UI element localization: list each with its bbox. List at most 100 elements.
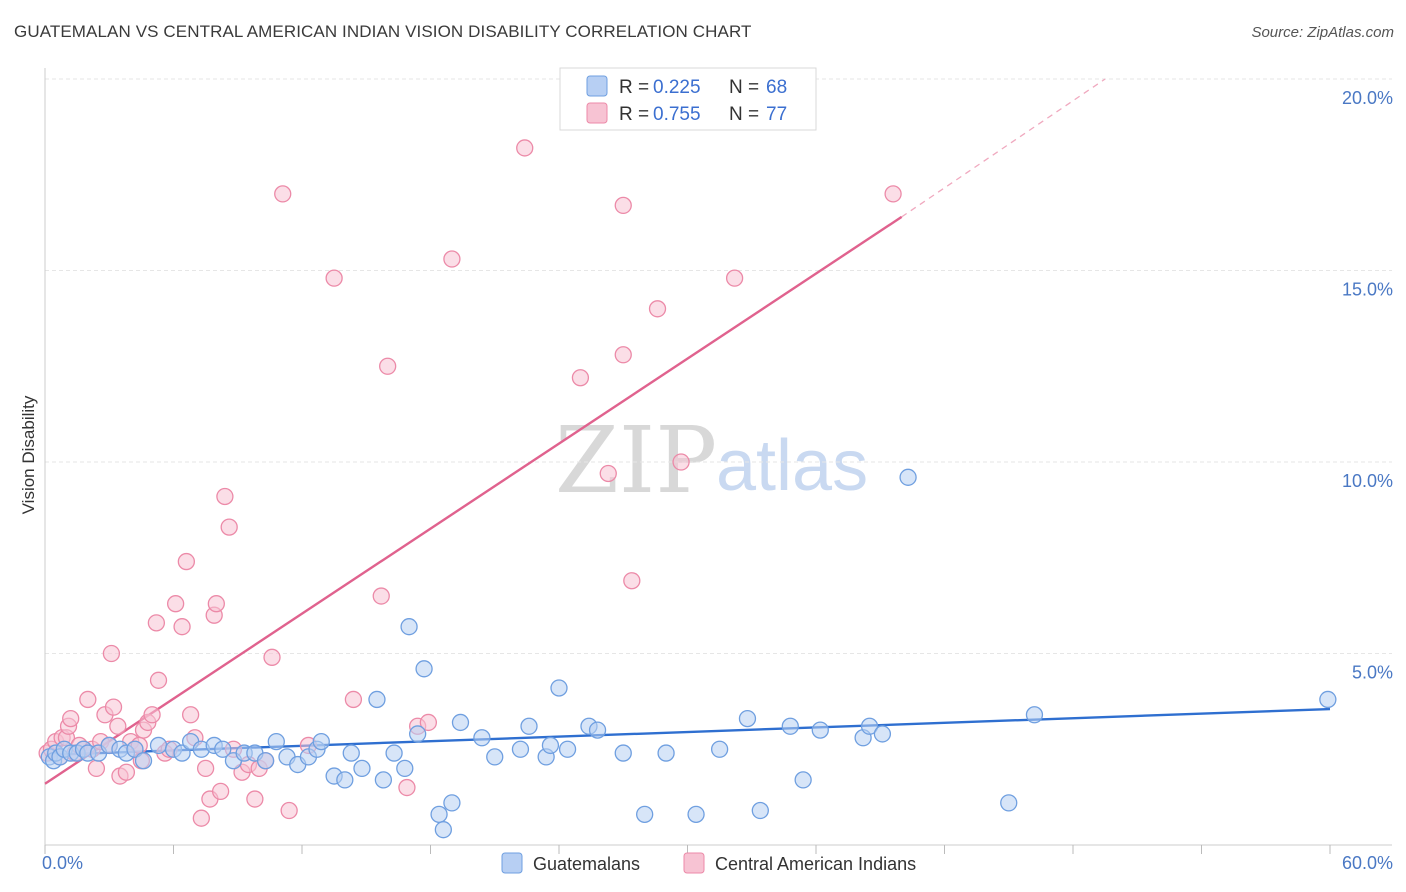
bottom-legend-swatch-guatemalans — [501, 852, 523, 874]
y-tick-labels: 5.0% 10.0% 15.0% 20.0% — [1342, 88, 1393, 683]
point-s1-39 — [196, 759, 215, 778]
point-s1-71 — [672, 453, 690, 471]
point-s0-33 — [336, 771, 354, 789]
legend-swatch-central-american-indians — [586, 102, 608, 124]
point-s1-33 — [166, 595, 185, 613]
point-s0-40 — [400, 618, 418, 636]
point-s0-36 — [368, 690, 386, 709]
legend-n-value-2: 77 — [766, 104, 787, 125]
point-s1-11 — [79, 690, 97, 709]
point-s0-45 — [443, 794, 461, 812]
point-s1-17 — [102, 644, 121, 663]
trend-line-central-american-indians — [44, 215, 903, 785]
legend-r-label-1: R = — [619, 77, 649, 98]
point-s1-69 — [623, 572, 641, 590]
point-s1-60 — [398, 778, 416, 797]
axes — [44, 68, 1392, 854]
point-s0-34 — [342, 744, 360, 762]
point-s0-48 — [486, 748, 504, 766]
point-s1-19 — [109, 717, 127, 735]
point-s1-38 — [192, 809, 210, 827]
legend-n-label-1: N = — [729, 77, 759, 98]
point-s0-72 — [1025, 706, 1044, 724]
point-s0-70 — [899, 468, 917, 486]
source-label: Source: ZipAtlas.com — [1251, 24, 1394, 41]
bottom-legend-label-central-american-indians: Central American Indians — [715, 854, 916, 874]
point-s1-70 — [648, 300, 667, 318]
point-s0-44 — [434, 821, 453, 839]
point-s0-62 — [738, 709, 757, 728]
point-s0-38 — [385, 744, 403, 762]
point-s0-73 — [1319, 690, 1337, 709]
point-s1-52 — [263, 648, 281, 666]
point-s1-44 — [216, 487, 234, 506]
point-s1-49 — [246, 790, 264, 808]
point-s1-72 — [725, 269, 744, 287]
point-s0-47 — [473, 729, 491, 747]
point-s1-59 — [379, 357, 397, 375]
point-s0-46 — [451, 713, 470, 732]
point-s1-45 — [220, 518, 238, 536]
grid-lines — [45, 78, 1392, 654]
point-s1-62 — [419, 713, 438, 732]
x-tick-labels: 0.0% 60.0% — [42, 853, 1393, 873]
point-s0-52 — [541, 736, 560, 755]
point-s0-21 — [214, 740, 232, 758]
point-s0-14 — [134, 752, 153, 770]
stats-legend: R = 0.225 N = 68 R = 0.755 N = 77 — [559, 67, 817, 131]
point-s0-25 — [256, 752, 275, 770]
y-axis-label: Vision Disability — [19, 395, 38, 514]
legend-n-label-2: N = — [729, 104, 759, 125]
bottom-legend-label-guatemalans: Guatemalans — [533, 854, 640, 874]
point-s1-13 — [87, 759, 106, 778]
point-s0-59 — [657, 744, 675, 762]
point-s0-69 — [873, 725, 892, 743]
point-s1-67 — [614, 196, 632, 215]
point-s1-43 — [211, 782, 230, 801]
point-s0-71 — [1000, 794, 1018, 812]
legend-r-label-2: R = — [619, 104, 649, 125]
point-s0-15 — [149, 736, 168, 755]
y-tick-label-1: 10.0% — [1342, 471, 1393, 491]
point-s0-37 — [374, 771, 393, 789]
point-s0-65 — [794, 771, 812, 789]
point-s0-31 — [312, 732, 330, 751]
point-s0-63 — [751, 801, 769, 820]
bottom-legend-swatch-central-american-indians — [683, 852, 705, 874]
trend-line-extension-central-american-indians — [901, 78, 1106, 218]
point-s1-54 — [280, 801, 298, 820]
watermark-zip: ZIP — [555, 407, 717, 514]
x-tick-label-0: 0.0% — [42, 853, 83, 873]
point-s1-73 — [884, 185, 902, 203]
point-s0-26 — [267, 732, 285, 751]
point-s0-42 — [415, 660, 433, 678]
point-s1-30 — [149, 671, 168, 689]
y-tick-label-2: 15.0% — [1342, 280, 1393, 300]
point-s1-28 — [143, 706, 161, 724]
point-s0-54 — [550, 679, 568, 697]
legend-swatch-guatemalans — [586, 75, 608, 97]
chart-title: GUATEMALAN VS CENTRAL AMERICAN INDIAN VI… — [14, 22, 752, 41]
point-s1-65 — [571, 369, 590, 387]
point-s0-35 — [353, 759, 371, 778]
y-tick-label-3: 20.0% — [1342, 88, 1393, 108]
point-s1-34 — [173, 618, 191, 636]
point-s1-57 — [344, 690, 363, 709]
point-s0-60 — [687, 805, 705, 824]
point-s1-56 — [325, 269, 343, 287]
point-s1-66 — [599, 464, 617, 483]
legend-r-value-2: 0.755 — [653, 104, 701, 125]
point-s1-21 — [117, 763, 136, 781]
point-s0-57 — [614, 744, 632, 762]
point-s1-64 — [516, 139, 534, 157]
point-s1-42 — [207, 595, 225, 613]
point-s0-39 — [396, 759, 414, 778]
point-s1-35 — [177, 552, 196, 571]
y-tick-label-0: 5.0% — [1352, 663, 1393, 683]
point-s1-53 — [274, 185, 292, 203]
point-s0-53 — [558, 740, 577, 758]
watermark-atlas: atlas — [716, 426, 868, 506]
point-s0-58 — [636, 805, 654, 824]
point-s0-64 — [781, 717, 799, 735]
